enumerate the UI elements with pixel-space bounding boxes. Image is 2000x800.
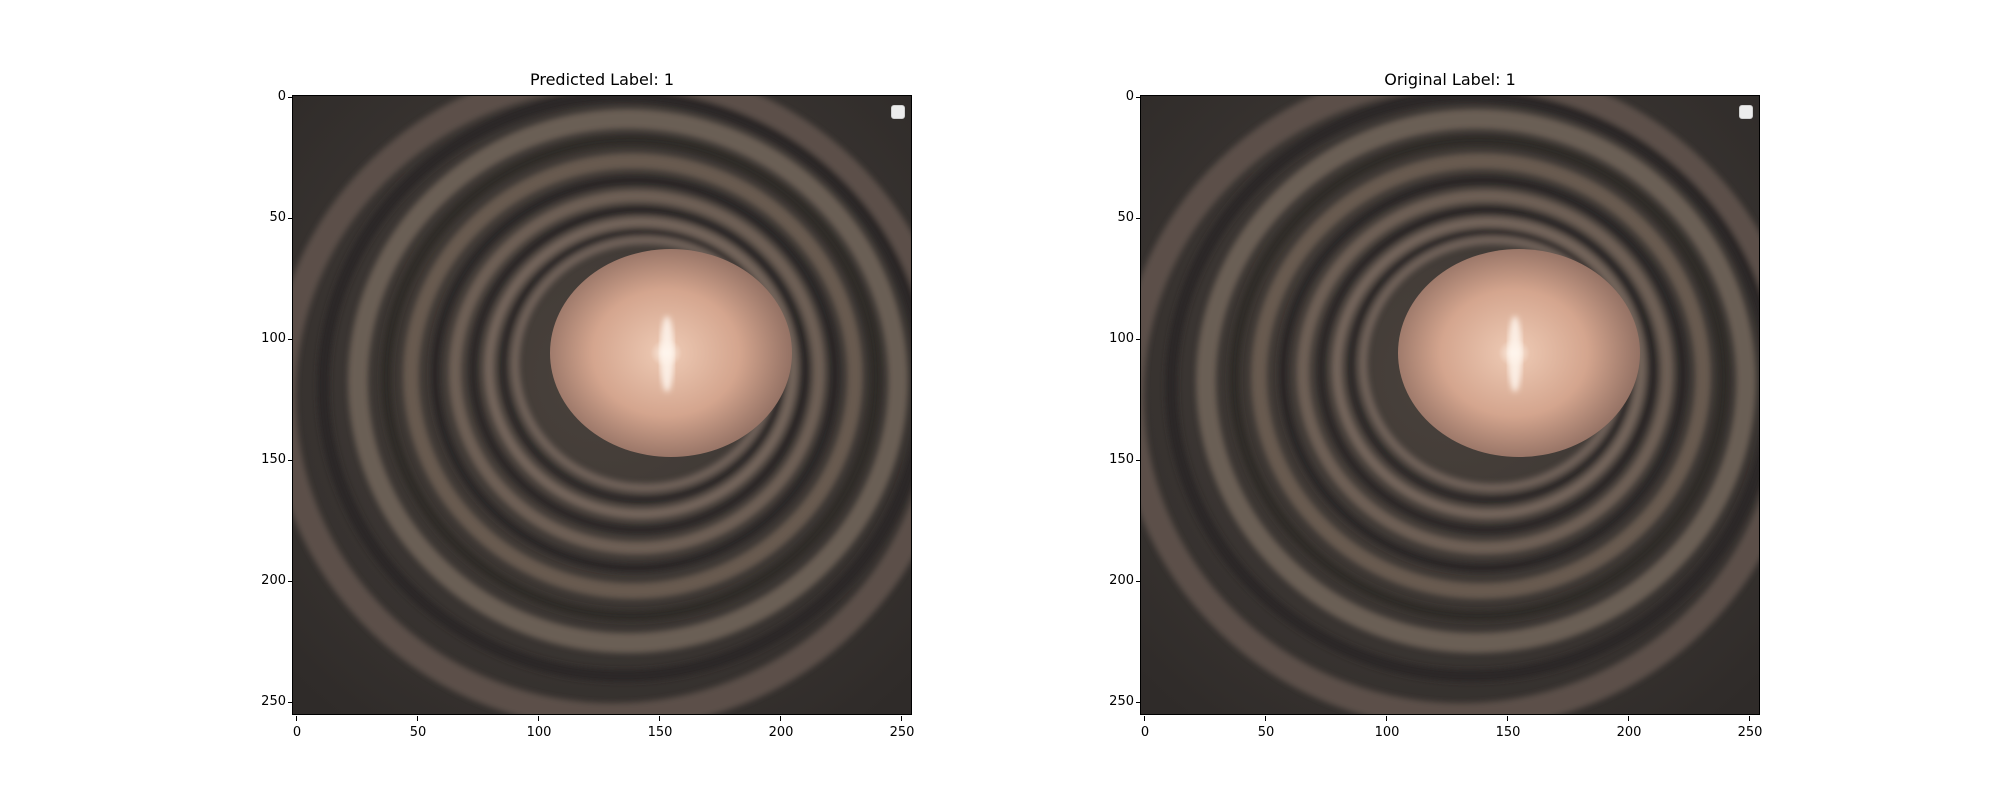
endoscopy-image	[1141, 96, 1759, 714]
panel-title: Original Label: 1	[1384, 70, 1516, 89]
x-tick-label: 250	[882, 716, 922, 740]
y-tick-label: 250	[240, 694, 293, 709]
y-tick-label: 200	[240, 573, 293, 588]
y-tick-label: 100	[1088, 331, 1141, 346]
x-tick-label: 100	[1367, 716, 1407, 740]
x-tick-label: 150	[640, 716, 680, 740]
panel-title: Predicted Label: 1	[529, 70, 674, 89]
y-tick-label: 50	[1088, 210, 1141, 225]
x-tick-label: 0	[1125, 716, 1165, 740]
legend-box	[891, 105, 905, 119]
x-tick-label: 250	[1730, 716, 1770, 740]
endoscopy-image	[293, 96, 911, 714]
x-tick-label: 100	[519, 716, 559, 740]
image-axes	[1140, 95, 1760, 715]
x-tick-label: 200	[761, 716, 801, 740]
panel-predicted: Predicted Label: 1	[240, 0, 1000, 800]
x-tick-label: 50	[1246, 716, 1286, 740]
y-tick-label: 100	[240, 331, 293, 346]
legend-box	[1739, 105, 1753, 119]
y-tick-label: 250	[1088, 694, 1141, 709]
y-tick-label: 200	[1088, 573, 1141, 588]
x-tick-label: 0	[277, 716, 317, 740]
y-tick-label: 0	[240, 89, 293, 104]
x-tick-label: 50	[398, 716, 438, 740]
x-tick-label: 200	[1609, 716, 1649, 740]
x-tick-label: 150	[1488, 716, 1528, 740]
image-axes	[292, 95, 912, 715]
y-tick-label: 0	[1088, 89, 1141, 104]
panel-original: Original Label: 1	[1088, 0, 1848, 800]
y-tick-label: 150	[1088, 452, 1141, 467]
y-tick-label: 50	[240, 210, 293, 225]
y-tick-label: 150	[240, 452, 293, 467]
